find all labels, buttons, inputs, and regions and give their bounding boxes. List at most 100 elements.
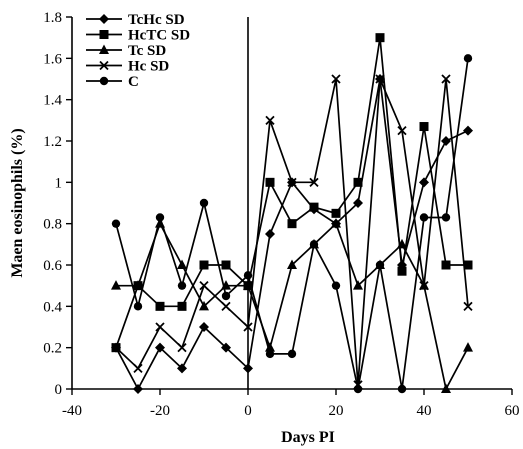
data-point (155, 342, 165, 353)
legend-item: Hc SD (86, 59, 169, 75)
data-point (133, 384, 143, 394)
series-line (115, 78, 469, 391)
data-point (243, 363, 253, 374)
data-point (419, 213, 429, 222)
data-point (111, 343, 121, 353)
data-point (199, 300, 209, 311)
data-point (309, 202, 319, 212)
data-point (287, 177, 297, 187)
data-point (177, 363, 187, 374)
data-point (397, 384, 407, 394)
data-point (221, 260, 231, 270)
legend-item: HcTC SD (86, 28, 190, 44)
legend-item: TcHc SD (86, 12, 185, 28)
data-point (155, 213, 165, 222)
data-point (441, 213, 451, 222)
data-point (397, 238, 407, 249)
data-point (243, 322, 253, 332)
data-point (287, 349, 297, 359)
data-point (353, 384, 363, 394)
legend-label: TcHc SD (128, 12, 185, 28)
data-point (375, 33, 385, 43)
data-point (287, 219, 297, 229)
legend-item: Tc SD (86, 43, 166, 59)
series-group (111, 33, 473, 394)
data-point (441, 74, 451, 84)
data-point (155, 301, 165, 311)
data-point (331, 218, 341, 228)
data-point (375, 260, 385, 270)
legend-label: Hc SD (128, 59, 169, 75)
legend-marker (99, 44, 109, 54)
x-tick-label: 40 (417, 403, 432, 419)
legend-label: HcTC SD (128, 28, 190, 44)
data-point (133, 302, 143, 311)
legend-marker (99, 14, 109, 24)
legend-marker (99, 30, 109, 39)
data-point (397, 266, 407, 276)
data-point (177, 301, 187, 311)
data-point (419, 177, 429, 188)
data-point (331, 281, 341, 290)
data-point (331, 74, 341, 84)
data-point (111, 280, 121, 290)
data-point (221, 342, 231, 353)
data-point (265, 349, 275, 359)
data-point (199, 260, 209, 270)
y-tick-label: 1 (55, 175, 63, 191)
data-point (177, 343, 187, 353)
y-tick-label: 0.8 (43, 217, 62, 233)
data-point (265, 342, 275, 352)
data-point (199, 322, 209, 332)
y-tick-label: 1.4 (43, 93, 62, 109)
data-point (375, 74, 385, 84)
data-point (309, 177, 319, 187)
data-point (265, 229, 275, 239)
data-point (463, 301, 473, 311)
data-point (177, 281, 187, 290)
x-tick-label: -20 (150, 403, 170, 419)
data-point (243, 271, 253, 280)
data-point (353, 280, 363, 290)
data-point (199, 198, 209, 208)
legend-label: C (128, 74, 139, 90)
data-point (265, 115, 275, 125)
data-point (441, 383, 451, 393)
data-point (133, 363, 143, 373)
data-point (287, 259, 297, 269)
legend-item: C (86, 74, 139, 90)
y-tick-label: 0.6 (43, 258, 62, 274)
series-square (111, 33, 473, 353)
axes: -40 -20 0 20 40 60 0 0.2 0.4 0.6 0.8 1 1.2 1.4 1.6 1.8 (43, 10, 519, 419)
y-tick-label: 0.4 (43, 299, 62, 315)
series-line (115, 78, 469, 385)
y-tick-label: 1.8 (43, 10, 62, 26)
data-point (155, 322, 165, 332)
data-point (463, 125, 473, 136)
x-tick-label: 60 (505, 403, 520, 419)
legend-label: Tc SD (128, 43, 166, 59)
data-point (353, 198, 363, 208)
data-point (199, 281, 209, 291)
y-tick-label: 1.2 (43, 134, 62, 150)
data-point (419, 281, 429, 291)
x-tick-label: -40 (62, 403, 82, 419)
series-line (115, 37, 468, 348)
data-point (463, 342, 473, 352)
legend-marker (99, 60, 109, 71)
data-point (309, 240, 319, 249)
data-point (111, 219, 121, 228)
series-circle (111, 54, 473, 394)
x-tick-label: 20 (329, 403, 344, 419)
data-point (463, 260, 473, 270)
y-tick-label: 1.6 (43, 51, 62, 67)
x-tick-label: 0 (244, 403, 252, 419)
y-tick-label: 0.2 (43, 341, 62, 357)
data-point (419, 122, 429, 132)
data-point (441, 136, 451, 146)
data-point (265, 177, 275, 187)
data-point (177, 259, 187, 269)
